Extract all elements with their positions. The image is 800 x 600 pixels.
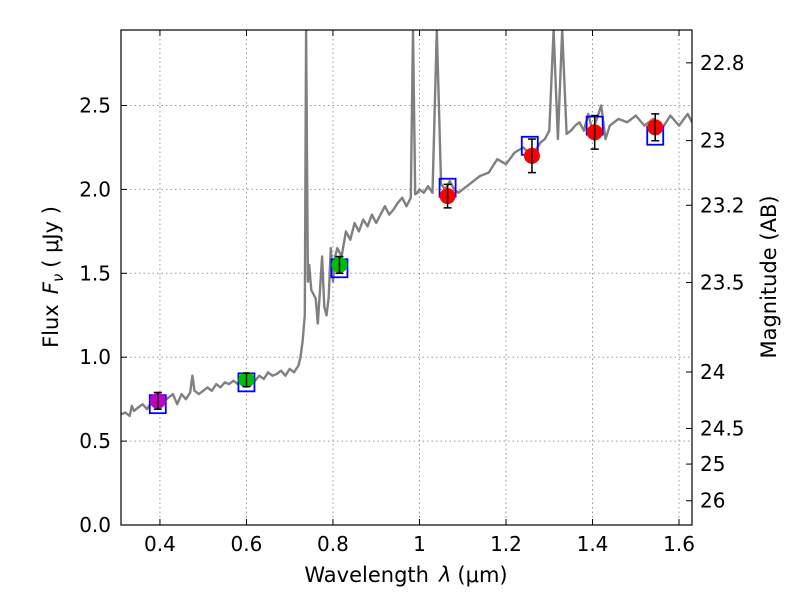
y-axis-title: Flux Fν ( μJy ) (39, 206, 67, 348)
y2-axis-title: Magnitude (AB) (757, 195, 781, 358)
x-tick-label: 0.4 (144, 532, 176, 556)
mag-tick-label: 22.8 (700, 51, 745, 75)
y-tick-label: 0.5 (79, 429, 111, 453)
y-axis-title-text: Flux (39, 304, 63, 348)
y-axis-title-unit: ( μJy ) (39, 206, 63, 268)
y-tick-label: 2.5 (79, 94, 111, 118)
y-axis-title-symbol: F (39, 281, 63, 294)
mag-tick-label: 23 (700, 129, 725, 153)
observed-points-layer (149, 113, 664, 410)
x-axis-title: Wavelength λ (μm) (304, 563, 507, 587)
x-axis-title-unit: (μm) (457, 563, 507, 587)
y-tick-label: 2.0 (79, 177, 111, 201)
mag-tick-label: 23.2 (700, 193, 745, 217)
x-axis-title-text: Wavelength (304, 563, 429, 587)
mag-tick-label: 24 (700, 360, 725, 384)
y-tick-label: 1.0 (79, 345, 111, 369)
model-boxes-layer (148, 115, 665, 415)
x-tick-label: 0.6 (231, 532, 263, 556)
spectrum-layer (121, 30, 692, 418)
x-tick-label: 1.2 (490, 532, 522, 556)
y-tick-label: 0.0 (79, 513, 111, 537)
ticks-layer: 0.4 0.6 0.8 1 1.2 1.4 1.6 0.0 0.5 1.0 1.5 2.0 2.5 22.… (79, 30, 745, 556)
mag-tick-label: 24.5 (700, 416, 745, 440)
x-tick-label: 1 (413, 532, 426, 556)
spectrum-line (121, 30, 692, 418)
x-tick-label: 1.6 (663, 532, 695, 556)
x-tick-label: 0.8 (317, 532, 349, 556)
x-axis-title-symbol: λ (438, 563, 451, 587)
mag-tick-label: 25 (700, 452, 725, 476)
y-axis-title-subscript: ν (49, 274, 67, 282)
y-tick-label: 1.5 (79, 261, 111, 285)
mag-tick-label: 23.5 (700, 270, 745, 294)
x-tick-label: 1.4 (577, 532, 609, 556)
mag-tick-label: 26 (700, 489, 725, 513)
plot-frame (120, 29, 693, 526)
grid-layer (121, 30, 692, 526)
